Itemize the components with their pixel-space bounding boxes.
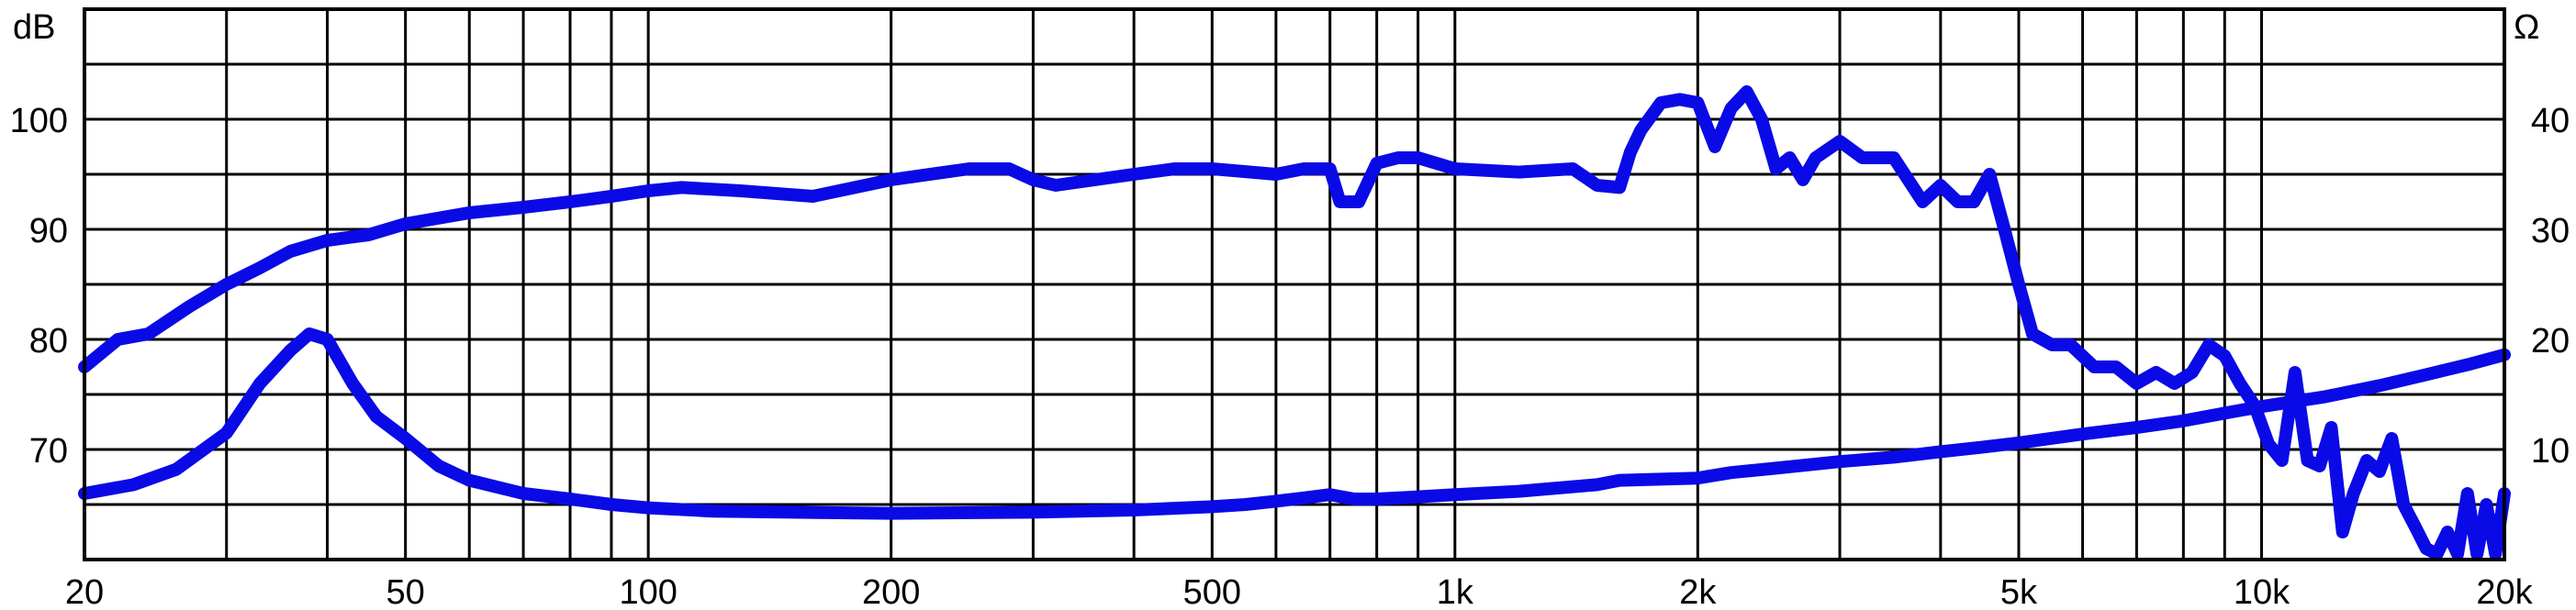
grid <box>84 9 2504 560</box>
right-y-tick-label: 10 <box>2531 432 2570 471</box>
series-group <box>78 85 2511 560</box>
x-tick-label: 200 <box>862 573 920 610</box>
right-y-tick-label: 40 <box>2531 102 2570 140</box>
series-line-1 <box>78 85 2261 412</box>
series-line-2 <box>78 327 2511 520</box>
left-axis-unit: dB <box>13 8 55 47</box>
x-tick-label: 50 <box>386 573 425 610</box>
right-axis-tick-labels: 10 20 30 40 <box>2531 102 2570 471</box>
x-tick-label: 20k <box>2476 573 2533 610</box>
x-tick-label: 500 <box>1183 573 1241 610</box>
left-y-tick-label: 80 <box>29 322 68 360</box>
x-tick-label: 20 <box>65 573 104 610</box>
right-axis-unit: Ω <box>2514 8 2539 47</box>
left-axis-tick-labels: 70 80 90 100 <box>10 102 68 471</box>
left-y-tick-label: 70 <box>29 432 68 471</box>
plot-frame <box>83 7 2506 561</box>
left-y-tick-label: 90 <box>29 212 68 250</box>
x-tick-label: 1k <box>1437 573 1474 610</box>
x-tick-label: 2k <box>1679 573 1717 610</box>
x-tick-label: 100 <box>619 573 677 610</box>
x-tick-labels: 20 50 100 200 500 1k 2k 5k 10k 20k <box>65 573 2534 610</box>
x-tick-label: 5k <box>2000 573 2038 610</box>
series-line-3 <box>2247 366 2511 560</box>
right-y-tick-label: 20 <box>2531 322 2570 360</box>
left-y-tick-label: 100 <box>10 102 68 140</box>
right-y-tick-label: 30 <box>2531 212 2570 250</box>
x-tick-label: 10k <box>2234 573 2290 610</box>
